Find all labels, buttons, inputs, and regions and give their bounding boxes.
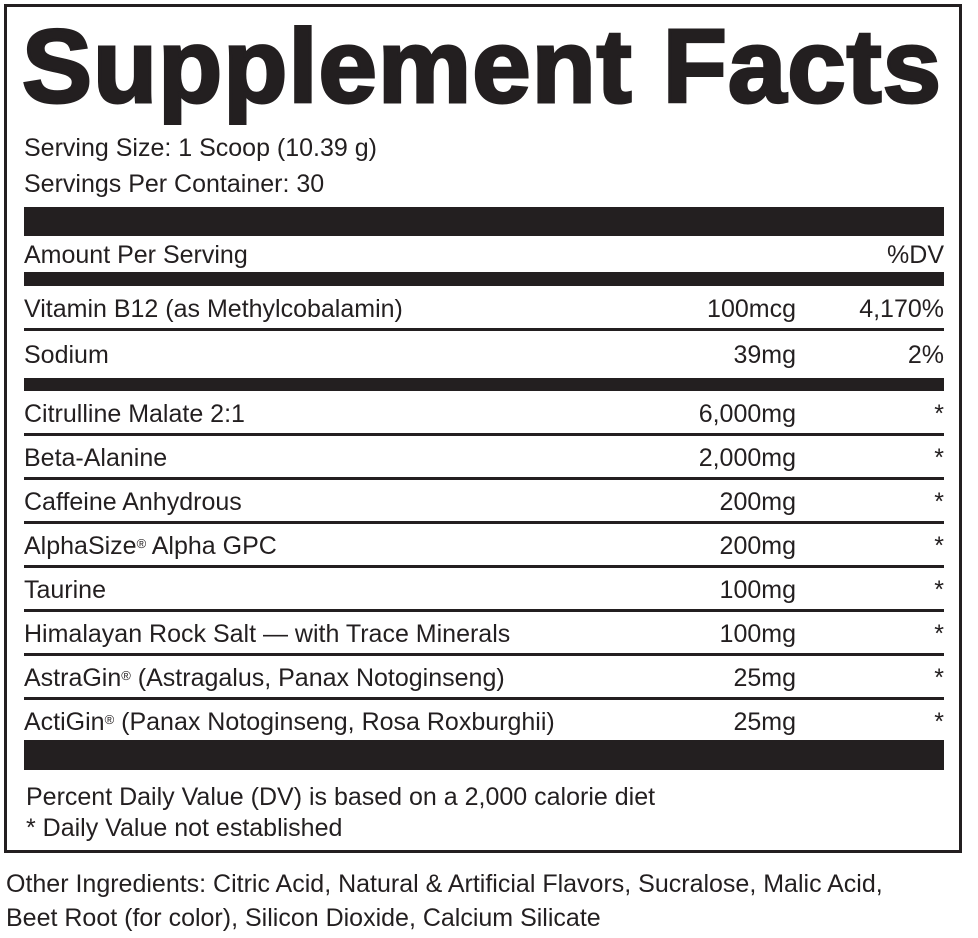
ingredient-amount: 200mg: [719, 488, 796, 516]
ingredient-name-text: AstraGin: [24, 664, 122, 692]
ingredient-name-text: Taurine: [24, 576, 106, 604]
ingredient-amount: 6,000mg: [698, 400, 796, 428]
ingredient-row: AstraGin® (Astragalus, Panax Notoginseng…: [24, 656, 944, 700]
row-divider: [24, 521, 944, 524]
divider-bar: [24, 207, 944, 236]
ingredient-name-text: Citrulline Malate 2:1: [24, 400, 245, 428]
registered-mark: ®: [104, 712, 115, 727]
ingredient-dv: *: [934, 576, 944, 604]
ingredient-amount: 25mg: [733, 708, 796, 736]
ingredient-dv: *: [934, 400, 944, 428]
registered-mark: ®: [121, 668, 131, 683]
row-divider: [24, 565, 944, 568]
divider-bar: [24, 740, 944, 770]
ingredient-name: Beta-Alanine: [24, 443, 167, 473]
ingredient-dv: *: [934, 664, 944, 692]
ingredient-name-text: ActiGin: [24, 708, 105, 736]
divider-bar: [24, 378, 944, 391]
row-divider: [24, 433, 944, 436]
nutrient-name: Sodium: [24, 341, 109, 369]
ingredient-row: ActiGin® (Panax Notoginseng, Rosa Roxbur…: [24, 700, 944, 744]
other-ingredients-line: Beet Root (for color), Silicon Dioxide, …: [6, 904, 601, 932]
ingredient-amount: 2,000mg: [698, 444, 796, 472]
ingredient-row: AlphaSize® Alpha GPC 200mg *: [24, 524, 944, 568]
ingredient-row: Beta-Alanine 2,000mg *: [24, 436, 944, 480]
amount-per-serving-label: Amount Per Serving: [24, 241, 248, 269]
other-ingredients-line: Other Ingredients: Citric Acid, Natural …: [6, 870, 883, 898]
ingredient-name-rest: (Astragalus, Panax Notoginseng): [130, 664, 505, 692]
ingredient-name-text: Beta-Alanine: [24, 444, 168, 472]
row-divider: [24, 653, 944, 656]
ingredient-name-text: Himalayan Rock Salt — with Trace Mineral…: [24, 620, 511, 648]
ingredient-name-rest: (Panax Notoginseng, Rosa Roxburghii): [114, 708, 555, 736]
panel-title: Supplement Facts: [20, 8, 943, 127]
nutrient-dv: 4,170%: [859, 295, 944, 323]
ingredient-name: Himalayan Rock Salt — with Trace Mineral…: [24, 619, 510, 649]
ingredient-dv: *: [934, 708, 944, 736]
ingredient-amount: 200mg: [719, 532, 796, 560]
ingredient-amount: 25mg: [733, 664, 796, 692]
ingredient-name: AlphaSize® Alpha GPC: [24, 531, 277, 561]
ingredient-name: Caffeine Anhydrous: [24, 487, 242, 517]
ingredient-name-text: AlphaSize: [24, 532, 137, 560]
ingredient-name: ActiGin® (Panax Notoginseng, Rosa Roxbur…: [24, 707, 555, 737]
serving-size: Serving Size: 1 Scoop (10.39 g): [24, 134, 377, 162]
nutrient-amount: 100mcg: [707, 295, 796, 323]
ingredient-dv: *: [934, 532, 944, 560]
ingredient-name-text: Caffeine Anhydrous: [24, 488, 242, 516]
registered-mark: ®: [136, 536, 147, 551]
ingredient-dv: *: [934, 620, 944, 648]
ingredient-row: Citrulline Malate 2:1 6,000mg *: [24, 392, 944, 436]
divider-bar: [24, 272, 944, 286]
row-divider: [24, 328, 944, 331]
ingredient-name: Citrulline Malate 2:1: [24, 399, 245, 429]
ingredient-name: Taurine: [24, 575, 106, 605]
supplement-facts-panel: [4, 4, 962, 853]
row-divider: [24, 477, 944, 480]
ingredient-row: Taurine 100mg *: [24, 568, 944, 612]
ingredient-dv: *: [934, 488, 944, 516]
footnote-dv: Percent Daily Value (DV) is based on a 2…: [26, 783, 656, 811]
ingredient-name-rest: Alpha GPC: [146, 532, 277, 560]
row-divider: [24, 609, 944, 612]
ingredient-name: AstraGin® (Astragalus, Panax Notoginseng…: [24, 663, 505, 693]
row-divider: [24, 697, 944, 700]
nutrient-amount: 39mg: [733, 341, 796, 369]
footnote-not-established: * Daily Value not established: [26, 814, 343, 842]
ingredient-dv: *: [934, 444, 944, 472]
servings-per-container: Servings Per Container: 30: [24, 170, 325, 198]
ingredient-amount: 100mg: [719, 620, 796, 648]
nutrient-name: Vitamin B12 (as Methylcobalamin): [24, 295, 403, 323]
dv-header: %DV: [887, 241, 944, 269]
nutrient-dv: 2%: [907, 341, 944, 369]
ingredient-amount: 100mg: [719, 576, 796, 604]
ingredient-row: Caffeine Anhydrous 200mg *: [24, 480, 944, 524]
nutrient-row: Sodium 39mg 2%: [24, 333, 944, 377]
nutrient-row: Vitamin B12 (as Methylcobalamin) 100mcg …: [24, 287, 944, 331]
ingredient-row: Himalayan Rock Salt — with Trace Mineral…: [24, 612, 944, 656]
